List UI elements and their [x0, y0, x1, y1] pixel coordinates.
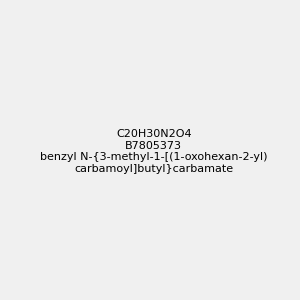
- Text: C20H30N2O4
B7805373
benzyl N-{3-methyl-1-[(1-oxohexan-2-yl)
carbamoyl]butyl}carb: C20H30N2O4 B7805373 benzyl N-{3-methyl-1…: [40, 129, 268, 174]
